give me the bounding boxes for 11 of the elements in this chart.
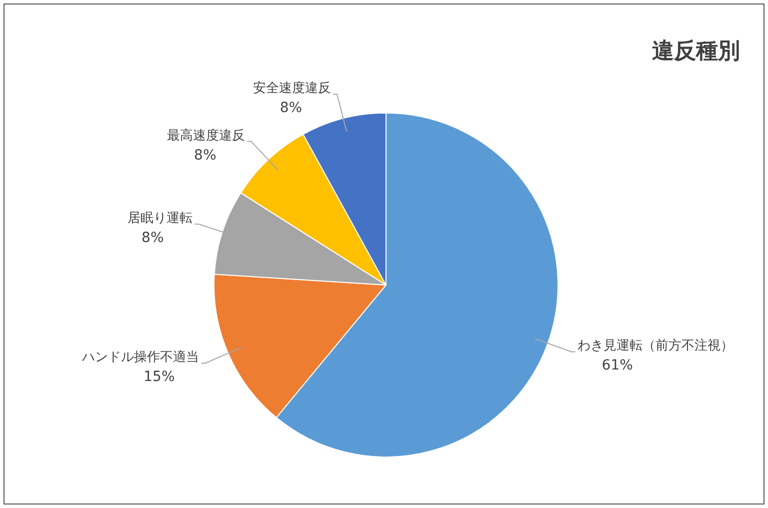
slice-label: 居眠り運転 [128,211,193,226]
slice-label: わき見運転（前方不注視） [577,338,734,354]
slice-label: 安全速度違反 [253,80,332,96]
data-label: 8% [194,147,216,164]
slice-label: 最高速度違反 [167,127,246,144]
chart-title: 違反種別 [652,39,740,64]
data-label: 15% [144,369,175,386]
data-label: 8% [280,100,302,116]
slice-label: ハンドル操作不適当 [81,349,200,366]
data-label: 8% [142,230,164,246]
data-label: 61% [602,358,633,374]
